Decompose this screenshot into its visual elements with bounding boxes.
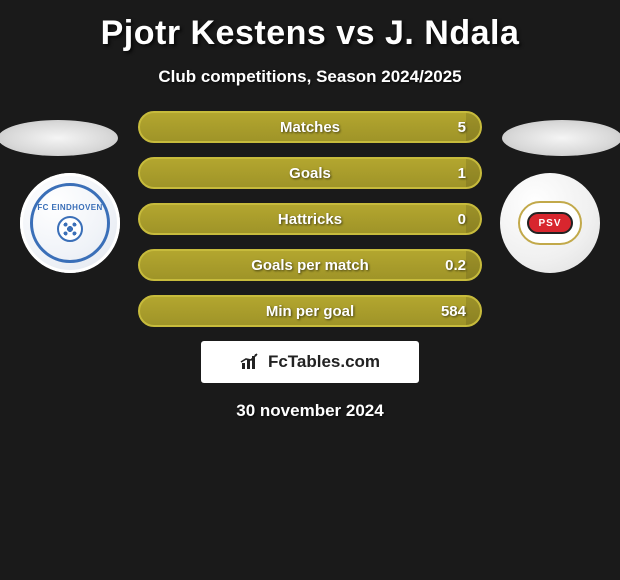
- stat-value-right: 584: [441, 297, 466, 325]
- soccer-ball-icon: [57, 216, 83, 242]
- stat-value-right: 0: [458, 205, 466, 233]
- club-badge-left-label: FC EINDHOVEN: [37, 204, 102, 212]
- stat-row: Matches5: [138, 111, 482, 143]
- player-oval-left: [0, 120, 118, 156]
- stat-label: Min per goal: [140, 297, 480, 325]
- snapshot-date: 30 november 2024: [0, 401, 620, 421]
- comparison-subtitle: Club competitions, Season 2024/2025: [0, 67, 620, 87]
- comparison-title: Pjotr Kestens vs J. Ndala: [0, 0, 620, 53]
- stat-row: Goals1: [138, 157, 482, 189]
- stat-value-right: 5: [458, 113, 466, 141]
- stat-label: Hattricks: [140, 205, 480, 233]
- stat-row: Hattricks0: [138, 203, 482, 235]
- club-badge-left: FC EINDHOVEN: [20, 173, 120, 273]
- stat-row: Min per goal584: [138, 295, 482, 327]
- club-badge-right: PSV: [500, 173, 600, 273]
- stat-label: Goals: [140, 159, 480, 187]
- stat-label: Matches: [140, 113, 480, 141]
- shield-icon: PSV: [518, 201, 582, 245]
- stat-value-right: 0.2: [445, 251, 466, 279]
- stat-row: Goals per match0.2: [138, 249, 482, 281]
- stat-value-right: 1: [458, 159, 466, 187]
- stat-label: Goals per match: [140, 251, 480, 279]
- player-oval-right: [502, 120, 620, 156]
- brand-text: FcTables.com: [268, 352, 380, 372]
- club-badge-right-pill: PSV: [527, 212, 573, 234]
- bar-chart-icon: [240, 353, 262, 371]
- stat-rows: Matches5Goals1Hattricks0Goals per match0…: [138, 111, 482, 327]
- brand-box[interactable]: FcTables.com: [201, 341, 419, 383]
